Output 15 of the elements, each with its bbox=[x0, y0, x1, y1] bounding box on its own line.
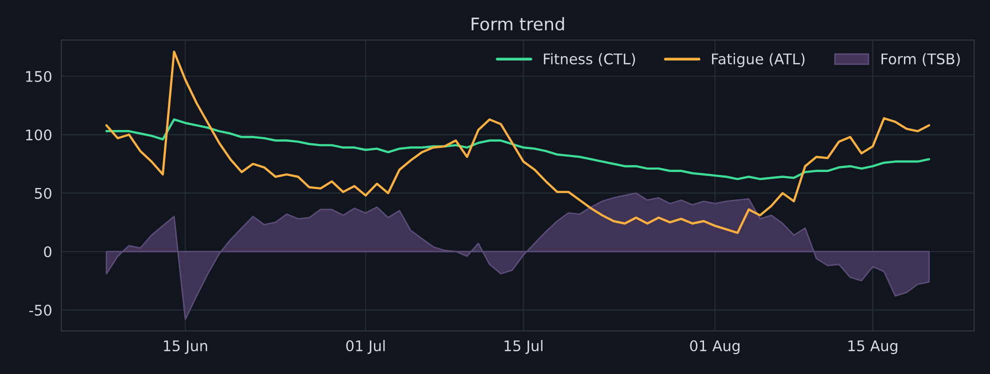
legend-label: Fatigue (ATL) bbox=[712, 53, 804, 68]
y-tick-label: -50 bbox=[29, 304, 52, 316]
y-tick-label: 100 bbox=[26, 129, 52, 140]
chart-title: Form trend bbox=[472, 17, 564, 31]
legend-label: Fitness (CTL) bbox=[544, 53, 635, 66]
y-tick-label: 0 bbox=[44, 246, 52, 258]
x-tick-label: 15 Aug bbox=[848, 340, 898, 354]
y-tick-label: 150 bbox=[26, 70, 52, 82]
x-tick-label: 01 Aug bbox=[690, 340, 740, 354]
x-tick-label: 15 Jun bbox=[164, 340, 208, 354]
x-tick-label: 15 Jul bbox=[504, 340, 542, 354]
legend-label: Form (TSB) bbox=[882, 53, 960, 66]
line-series bbox=[105, 118, 930, 180]
x-tick-label: 01 Jul bbox=[346, 340, 385, 354]
y-tick-label: 50 bbox=[34, 188, 52, 199]
